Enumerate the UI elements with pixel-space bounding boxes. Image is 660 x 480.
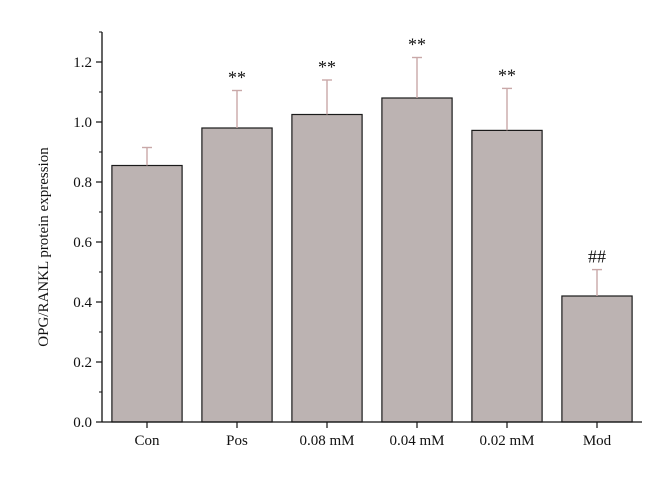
x-tick-label: 0.08 mM — [299, 433, 354, 449]
bar — [201, 127, 273, 423]
error-bars — [142, 56, 602, 296]
y-tick-label: 0.2 — [73, 355, 92, 371]
x-axis-ticks: Con Pos 0.08 mM 0.04 mM 0.02 mM Mod — [134, 422, 612, 449]
y-tick-label: 1.2 — [73, 55, 92, 71]
significance-label: ** — [408, 35, 426, 55]
bars — [111, 97, 633, 423]
bar — [561, 295, 633, 423]
significance-label: ** — [498, 65, 516, 85]
y-axis-title: OPG/RANKL protein expression — [36, 147, 52, 347]
significance-labels: ** ** ** ** ## — [228, 35, 606, 267]
y-tick-label: 0.6 — [73, 235, 92, 251]
y-tick-label: 0.0 — [73, 415, 92, 431]
x-tick-label: Mod — [583, 433, 612, 449]
x-tick-label: 0.02 mM — [479, 433, 534, 449]
x-tick-label: Con — [134, 433, 160, 449]
bar — [381, 97, 453, 423]
bar — [291, 113, 363, 423]
y-tick-label: 0.4 — [73, 295, 92, 311]
x-tick-label: 0.04 mM — [389, 433, 444, 449]
significance-label: ** — [318, 57, 336, 77]
x-tick-label: Pos — [226, 433, 248, 449]
y-axis-ticks: 0.0 0.2 0.4 0.6 0.8 1.0 1.2 — [73, 31, 102, 431]
y-tick-label: 1.0 — [73, 115, 92, 131]
bar — [111, 164, 183, 423]
bar — [471, 129, 543, 423]
y-tick-label: 0.8 — [73, 175, 92, 191]
significance-label: ** — [228, 68, 246, 88]
significance-label: ## — [588, 247, 606, 267]
